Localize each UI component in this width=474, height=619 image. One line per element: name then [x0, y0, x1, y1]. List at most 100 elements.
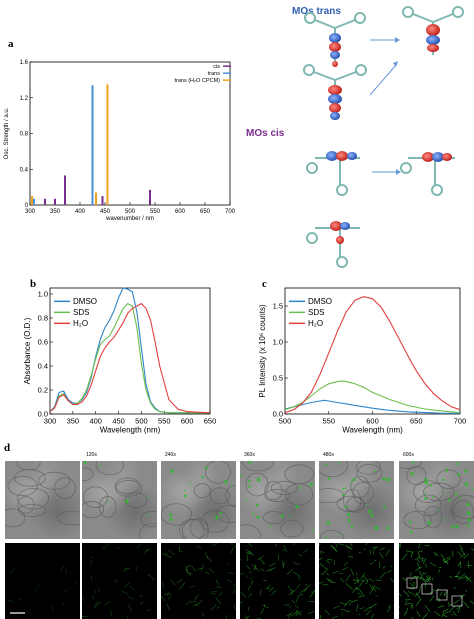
cell-outline: [54, 477, 76, 499]
fluorescent-spot: [456, 462, 460, 465]
membrane-signal: [288, 589, 296, 596]
membrane-signal: [445, 556, 451, 560]
membrane-signal: [97, 587, 100, 592]
membrane-signal: [248, 592, 253, 598]
membrane-signal: [233, 604, 236, 611]
membrane-signal: [309, 590, 315, 598]
fluorescent-spot: [454, 492, 458, 496]
membrane-signal: [290, 589, 294, 595]
membrane-signal: [303, 584, 311, 592]
membrane-signal: [233, 543, 235, 544]
membrane-signal: [135, 566, 138, 572]
cell-outline: [346, 496, 366, 513]
fluorescent-spot: [445, 468, 449, 472]
cell-outline: [225, 484, 236, 507]
membrane-signal: [444, 611, 449, 614]
membrane-signal: [166, 591, 171, 597]
membrane-signal: [148, 573, 155, 581]
fluorescent-spot: [256, 477, 261, 482]
membrane-signal: [324, 609, 331, 616]
x-tick-label: 650: [200, 209, 211, 215]
membrane-signal: [205, 555, 213, 563]
membrane-signal: [358, 579, 364, 587]
membrane-signal: [259, 558, 266, 565]
fluorescent-spot: [314, 461, 315, 463]
roi-box: [421, 583, 433, 595]
cell-outline: [57, 510, 80, 526]
membrane-signal: [349, 600, 352, 606]
membrane-signal: [326, 578, 334, 583]
membrane-signal: [296, 584, 301, 589]
panel-c-label: c: [262, 278, 267, 290]
bar-trans: [91, 85, 94, 205]
membrane-signal: [458, 573, 466, 581]
membrane-signal: [339, 601, 347, 605]
membrane-signal: [178, 582, 186, 590]
fluorescence-image: [319, 543, 394, 619]
fluorescent-spot: [338, 534, 340, 537]
fluorescent-spot: [427, 521, 432, 525]
fluorescence-overlay: [7, 564, 77, 615]
membrane-signal: [385, 549, 390, 556]
membrane-signal: [260, 607, 265, 615]
y-tick-label: 1.6: [20, 60, 29, 66]
fluorescent-spot: [230, 484, 233, 487]
membrane-signal: [350, 543, 353, 547]
chart-a: 300 350 400 450 500 550 600 650 700 0 0.4 0.8 1.2 1.6…: [4, 60, 236, 222]
x-tick-label: 400: [75, 209, 86, 215]
cell-outline: [124, 492, 148, 508]
cell-outline: [336, 495, 365, 513]
bar-cis: [64, 175, 66, 205]
y-tick-label: 1.2: [20, 96, 29, 102]
roi-box: [436, 589, 448, 601]
fluorescent-spot: [467, 518, 471, 522]
membrane-signal: [369, 578, 374, 582]
membrane-signal: [357, 592, 362, 596]
membrane-signal: [390, 565, 393, 568]
cell-overlay: [240, 461, 315, 539]
arrow-diagonal-head-icon: [393, 61, 398, 67]
membrane-signal: [268, 562, 276, 567]
cell-outline: [215, 504, 236, 524]
membrane-signal: [90, 560, 93, 564]
legend-label: SDS: [73, 308, 89, 317]
membrane-signal: [448, 605, 455, 613]
membrane-signal: [319, 614, 321, 619]
cell-outline: [423, 505, 443, 529]
x-tick-label: 550: [158, 417, 171, 426]
fluorescence-image: [240, 543, 315, 619]
x-tick-label: 500: [135, 417, 148, 426]
mo-cis-h2o: [306, 221, 360, 268]
membrane-signal: [295, 611, 298, 617]
membrane-signal: [193, 594, 199, 601]
fluorescent-spot: [188, 481, 191, 484]
membrane-signal: [348, 556, 353, 558]
fluorescent-spot: [169, 517, 173, 522]
fluorescent-spot: [374, 525, 379, 530]
membrane-signal: [331, 544, 337, 552]
membrane-signal: [127, 604, 133, 612]
fluorescent-spot: [410, 471, 415, 476]
membrane-signal: [427, 575, 432, 580]
cell-outline: [406, 465, 427, 486]
fluorescent-spot: [309, 482, 314, 487]
membrane-signal: [227, 572, 234, 574]
membrane-signal: [189, 585, 194, 589]
membrane-signal: [410, 603, 414, 608]
fluorescent-spot: [280, 514, 284, 518]
fluorescent-spot: [464, 482, 469, 487]
fluorescent-spot: [298, 486, 302, 489]
membrane-signal: [375, 595, 378, 597]
bar-transhocpcm: [31, 196, 33, 205]
membrane-signal: [247, 552, 251, 555]
membrane-signal: [226, 564, 228, 566]
cell-outline: [241, 461, 275, 472]
fluorescent-spot: [311, 529, 314, 532]
cell-outline: [7, 475, 38, 497]
membrane-signal: [419, 550, 423, 552]
x-tick-label: 550: [322, 417, 335, 426]
mo-cis-lumo: [400, 152, 455, 196]
membrane-signal: [319, 563, 327, 570]
fluorescent-spot: [324, 536, 328, 539]
cell-outline: [355, 461, 381, 475]
